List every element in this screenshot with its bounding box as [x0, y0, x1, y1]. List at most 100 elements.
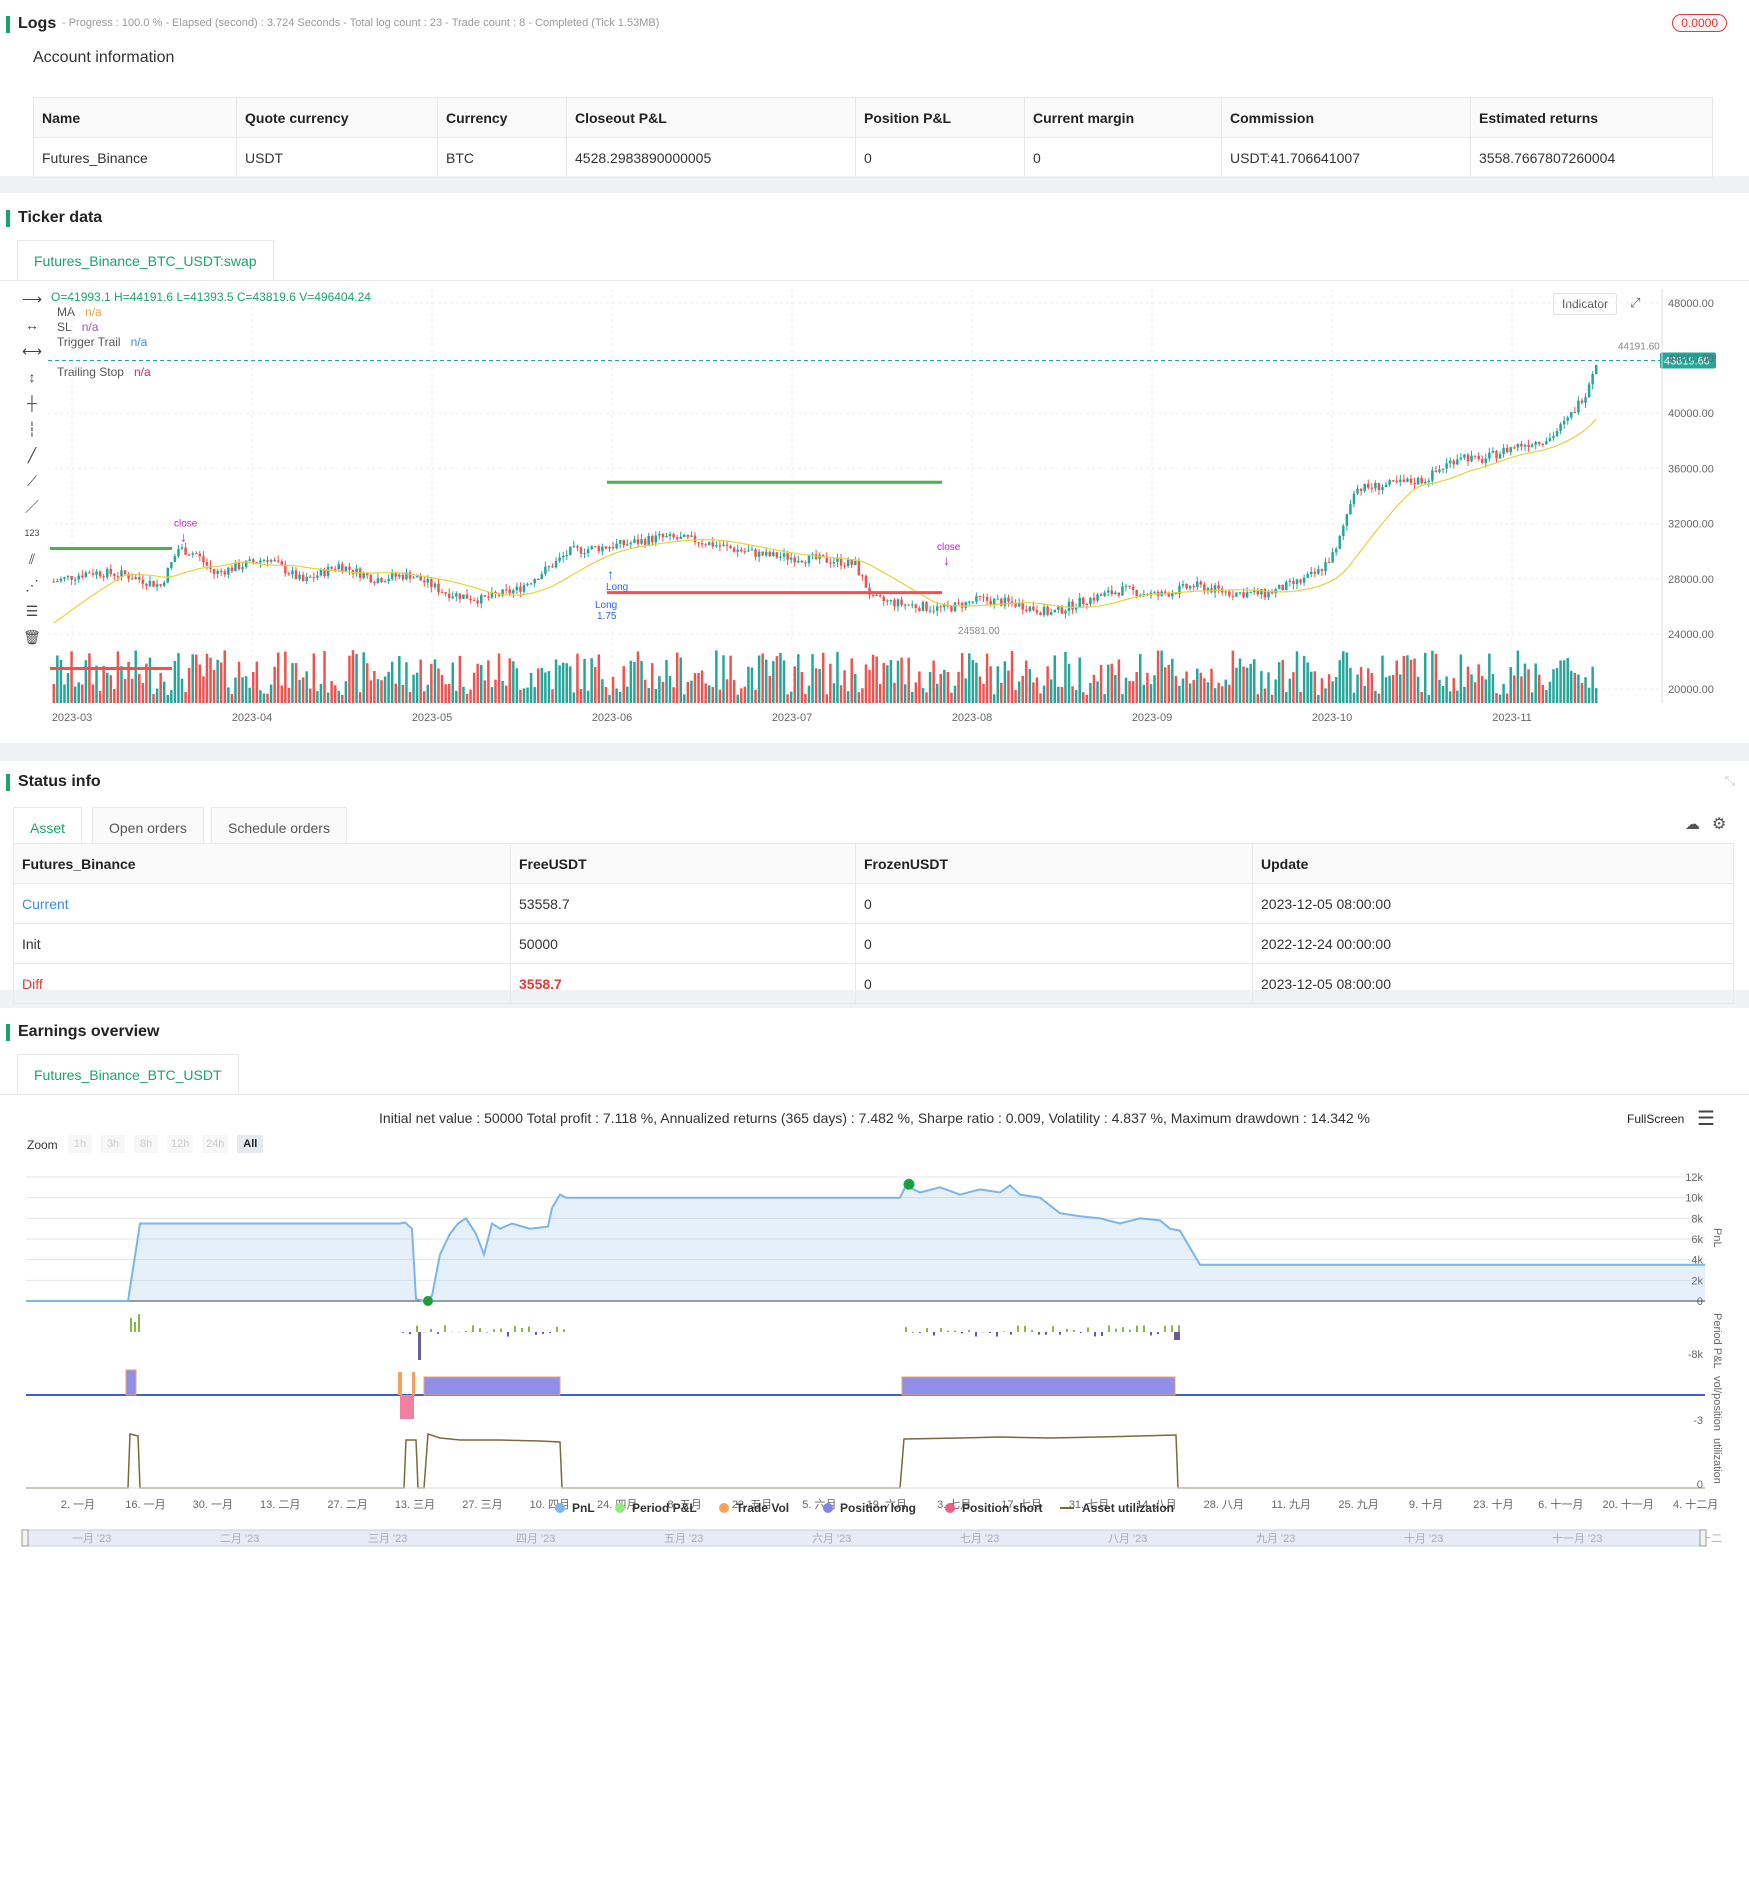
period-bar: [134, 1322, 136, 1332]
volume-bar: [1434, 653, 1438, 703]
cell: 2023-12-05 08:00:00: [1252, 963, 1734, 1004]
parallel-channel-icon[interactable]: ⫽: [28, 551, 36, 567]
zoom-1h[interactable]: 1h: [68, 1135, 92, 1153]
candle-body: [583, 553, 586, 555]
candle-body: [846, 559, 850, 566]
volume-bar: [227, 687, 230, 703]
candle-body: [376, 578, 380, 584]
cloud-download-icon[interactable]: ☁: [1685, 816, 1700, 833]
tab-ticker-symbol[interactable]: Futures_Binance_BTC_USDT:swap: [17, 240, 274, 281]
candle-body: [996, 598, 1000, 600]
volume-bar: [134, 650, 137, 703]
candle-body: [91, 573, 95, 575]
long-arrow-icon: ↑: [607, 566, 614, 582]
candle-body: [668, 534, 672, 536]
indicator-button[interactable]: Indicator: [1553, 293, 1618, 315]
volume-bar: [1374, 690, 1377, 703]
candle-body: [1238, 592, 1242, 594]
candle-body: [1413, 482, 1416, 485]
volume-bar: [1114, 675, 1117, 703]
volume-bar: [1584, 677, 1587, 703]
tab-schedule-orders[interactable]: Schedule orders: [211, 807, 347, 848]
candle-body: [622, 540, 625, 546]
date-tick-label: 2023-11: [1492, 712, 1532, 724]
tab-open-orders[interactable]: Open orders: [92, 807, 204, 848]
volume-bar: [1534, 663, 1537, 703]
trend-line-icon[interactable]: ╱: [27, 447, 37, 463]
price-tick-label: 40000.00: [1668, 408, 1714, 420]
collapse-icon[interactable]: ⤡: [1724, 773, 1735, 788]
candlestick-chart[interactable]: 43819.6044191.6024581.00close↓close↓↑Lon…: [0, 281, 1749, 741]
volume-bar: [561, 662, 565, 703]
candle-body: [255, 562, 259, 564]
candle-body: [1352, 493, 1356, 505]
period-bar: [968, 1330, 970, 1332]
volume-bar: [287, 687, 291, 703]
gear-icon[interactable]: ⚙: [1712, 816, 1727, 833]
volume-bar: [1149, 684, 1153, 703]
candle-body: [1288, 580, 1292, 582]
candle-body: [540, 574, 544, 580]
earnings-legend: PnL Period P&L Trade Vol Position long Posit…: [555, 1501, 1174, 1515]
volume-bar: [1174, 676, 1178, 703]
price-tick-label: 28000.00: [1668, 574, 1714, 586]
extended-line-icon[interactable]: ⟷: [22, 343, 43, 359]
ma-line: [53, 418, 1597, 624]
period-bar: [1024, 1325, 1026, 1332]
x-tick-label: 2. 一月: [61, 1499, 95, 1511]
volume-bar: [1256, 694, 1260, 703]
hamburger-menu-icon[interactable]: ☰: [1697, 1108, 1715, 1130]
volume-bar: [1395, 660, 1398, 703]
zoom-all[interactable]: All: [237, 1135, 264, 1153]
position-long-block: [125, 1369, 137, 1396]
candle-body: [134, 577, 137, 580]
candle-body: [665, 535, 668, 538]
legend-ma-name: MA: [57, 305, 75, 319]
zoom-3h[interactable]: 3h: [101, 1135, 126, 1153]
zoom-12h[interactable]: 12h: [167, 1135, 194, 1153]
volume-bar: [1559, 660, 1562, 703]
candle-body: [775, 552, 779, 558]
cell: 53558.7: [510, 883, 856, 924]
volume-bar: [886, 665, 889, 703]
col-currency: Currency: [437, 97, 567, 138]
volume-bar: [1025, 660, 1028, 703]
volume-bar: [1188, 683, 1192, 703]
horizontal-ray-icon[interactable]: ⟶: [22, 291, 43, 307]
col-commission: Commission: [1221, 97, 1471, 138]
trash-icon[interactable]: 🗑: [23, 629, 41, 645]
tab-earnings-symbol[interactable]: Futures_Binance_BTC_USDT: [17, 1054, 239, 1095]
vertical-line-icon[interactable]: ↕: [28, 369, 36, 385]
candle-body: [465, 594, 469, 599]
fibonacci-icon[interactable]: ⋰: [25, 577, 39, 593]
earnings-panel: Earnings overview Futures_Binance_BTC_US…: [0, 1008, 1749, 1890]
volume-bar: [715, 650, 718, 703]
volume-bar: [301, 677, 305, 703]
volume-bar: [932, 660, 935, 703]
candle-body: [754, 549, 757, 557]
expand-icon[interactable]: ⤢: [1630, 295, 1641, 310]
volume-bar: [565, 663, 568, 703]
horizontal-line-icon[interactable]: ↔: [25, 317, 39, 333]
volume-bar: [1562, 660, 1566, 703]
volume-bar: [1448, 691, 1452, 703]
period-bar: [465, 1331, 467, 1332]
segment-icon[interactable]: ／: [25, 499, 39, 515]
fullscreen-button[interactable]: FullScreen: [1627, 1112, 1684, 1126]
volume-bar: [1452, 678, 1455, 703]
candle-body: [861, 575, 864, 577]
volume-bar: [209, 657, 212, 703]
candle-body: [782, 553, 786, 557]
zoom-24h[interactable]: 24h: [202, 1135, 229, 1153]
earnings-chart[interactable]: 12k 10k 8k 6k 4k 2k 0 PnL -8k Period P&L -3 vol/pos…: [0, 1158, 1749, 1878]
volume-bar: [326, 692, 330, 703]
tab-asset[interactable]: Asset: [13, 807, 83, 848]
volume-bar: [1591, 666, 1594, 703]
fib-levels-icon[interactable]: ☰: [25, 603, 39, 619]
zoom-8h[interactable]: 8h: [134, 1135, 159, 1153]
vertical-segment-icon[interactable]: ┆: [27, 421, 37, 437]
ray-icon[interactable]: ⟋: [27, 473, 37, 489]
col-current-margin: Current margin: [1024, 97, 1222, 138]
price-line-icon[interactable]: 123: [24, 528, 40, 538]
cross-line-icon[interactable]: ┼: [27, 395, 37, 411]
